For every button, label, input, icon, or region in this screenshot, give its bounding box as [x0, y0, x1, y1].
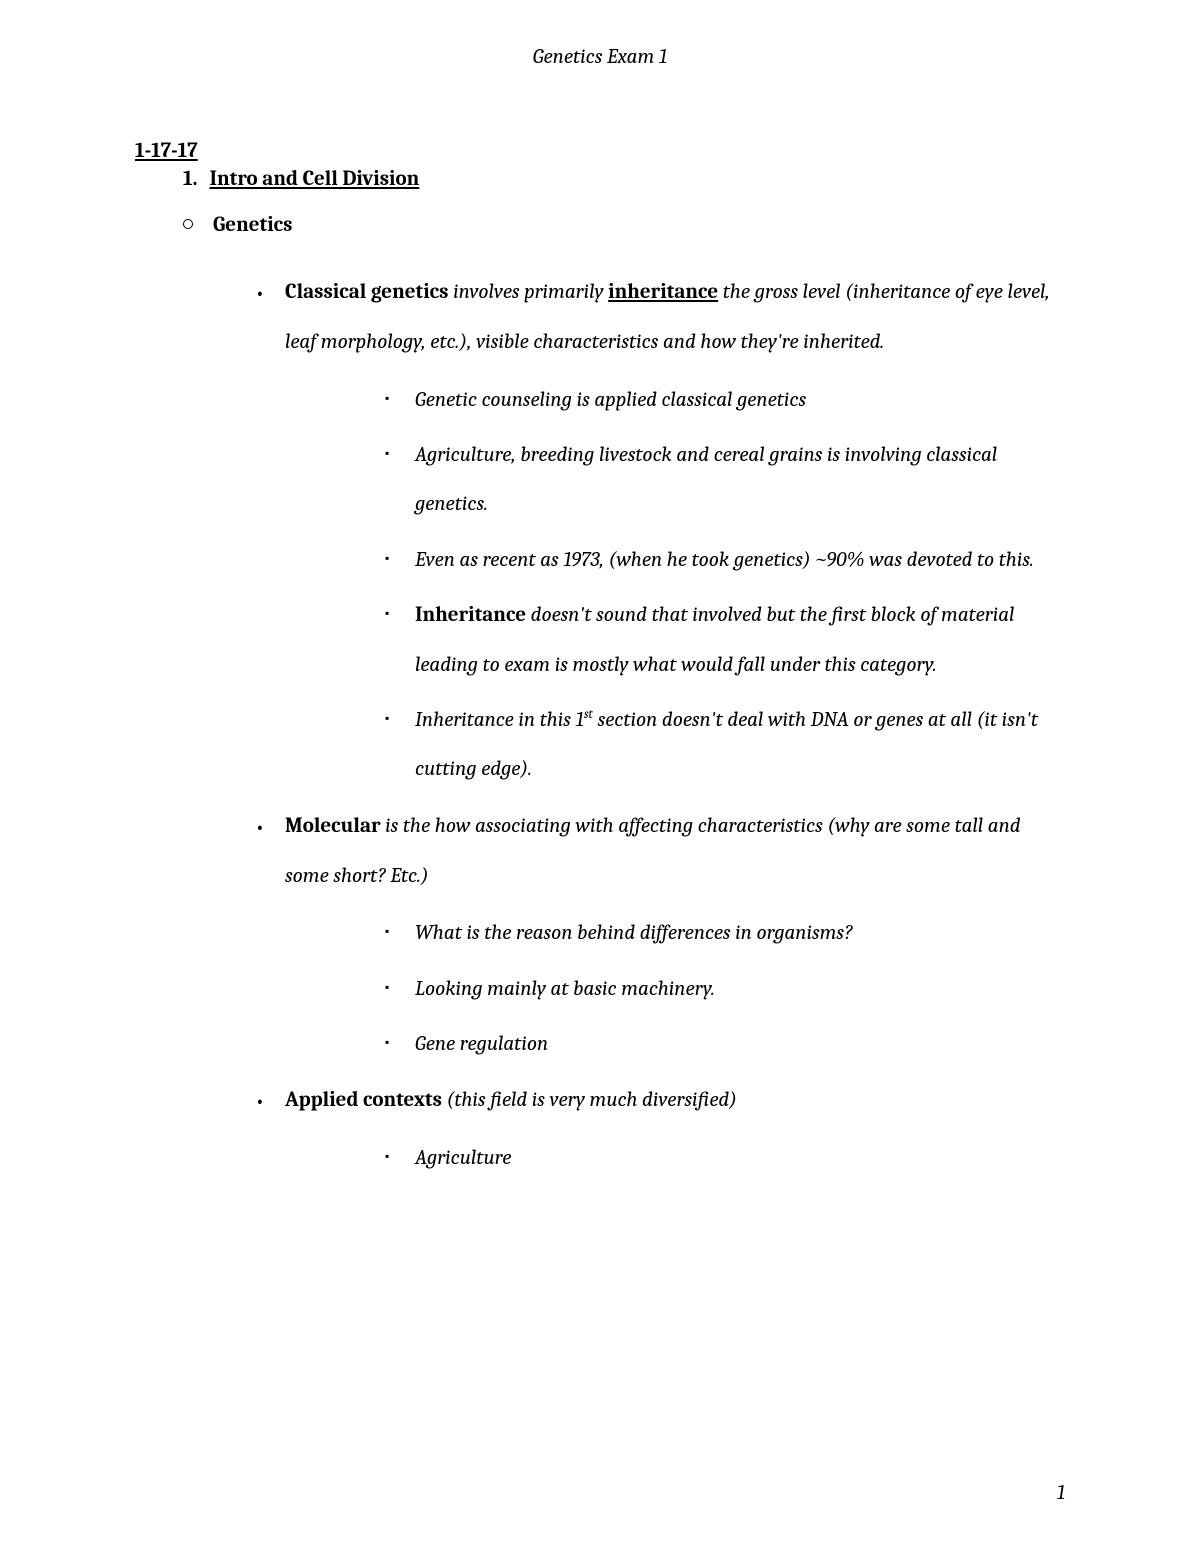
- sub-bullet-item: Agriculture, breeding livestock and cere…: [385, 431, 1065, 530]
- sub-bullet-text: Agriculture: [415, 1146, 511, 1170]
- page-number: 1: [1057, 1481, 1065, 1505]
- bullet-item: Applied contexts (this field is very muc…: [255, 1075, 1065, 1125]
- sub-bullet-text: Gene regulation: [415, 1032, 548, 1056]
- sub-bullet-text: Even as recent as 1973, (when he took ge…: [415, 548, 1034, 572]
- bullet-rest: is the how associating with affecting ch…: [285, 814, 1021, 888]
- sub-bullet-text: Agriculture, breeding livestock and cere…: [415, 443, 997, 516]
- bullet-underline: inheritance: [608, 280, 718, 304]
- sub-bullet-lead: Inheritance: [415, 603, 526, 627]
- sub-bullet-item: Even as recent as 1973, (when he took ge…: [385, 536, 1065, 585]
- section-number: 1.: [183, 167, 197, 191]
- bullet-item: Molecular is the how associating with af…: [255, 801, 1065, 902]
- sub-bullet-text: Genetic counseling is applied classical …: [415, 388, 806, 412]
- date-heading: 1-17-17: [135, 139, 1065, 163]
- topic-line: Genetics: [183, 213, 1065, 237]
- sub-bullet-text: What is the reason behind differences in…: [415, 921, 853, 945]
- sub-bullet-item: Inheritance doesn't sound that involved …: [385, 591, 1065, 690]
- page-header-title: Genetics Exam 1: [135, 45, 1065, 69]
- bullet-rest: (this field is very much diversified): [442, 1088, 737, 1112]
- bullet-lead: Applied contexts: [285, 1088, 442, 1112]
- bullet-item: Classical genetics involves primarily in…: [255, 267, 1065, 368]
- bullet-lead: Molecular: [285, 814, 381, 838]
- bullet-text: involves primarily: [448, 280, 608, 304]
- sub-bullet-item: What is the reason behind differences in…: [385, 909, 1065, 958]
- hollow-bullet-icon: [183, 219, 193, 229]
- sub-bullet-superscript: st: [584, 707, 593, 722]
- topic-text: Genetics: [213, 213, 292, 237]
- sub-bullet-item: Gene regulation: [385, 1020, 1065, 1069]
- section-title: Intro and Cell Division: [209, 167, 419, 191]
- sub-bullet-pretext: Inheritance in this 1: [415, 708, 584, 732]
- section-heading: 1. Intro and Cell Division: [183, 167, 1065, 191]
- sub-bullet-item: Looking mainly at basic machinery.: [385, 965, 1065, 1014]
- sub-bullet-item: Agriculture: [385, 1134, 1065, 1183]
- bullet-lead: Classical genetics: [285, 280, 448, 304]
- sub-bullet-item: Inheritance in this 1st section doesn't …: [385, 696, 1065, 795]
- sub-bullet-text: Looking mainly at basic machinery.: [415, 977, 715, 1001]
- sub-bullet-item: Genetic counseling is applied classical …: [385, 376, 1065, 425]
